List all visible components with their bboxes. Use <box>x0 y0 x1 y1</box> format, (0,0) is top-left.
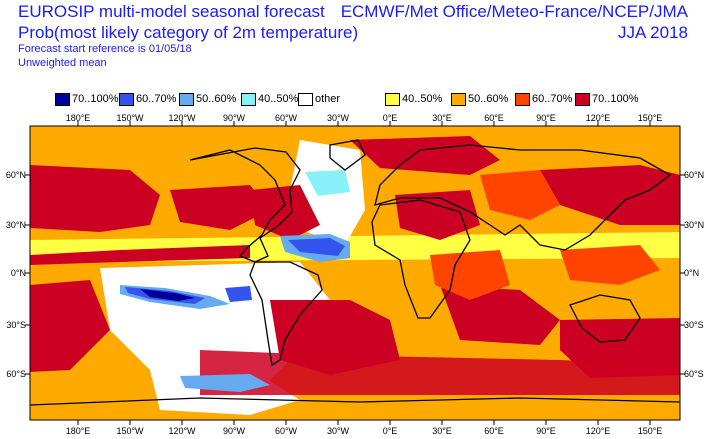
legend-label: 60..70% <box>136 93 177 105</box>
legend-label: 70..100% <box>72 93 119 105</box>
legend: 70..100% 60..70% 50..60% 40..50% other 40..50… <box>55 93 675 107</box>
legend-item: 60..70% <box>515 93 572 107</box>
south-pacific-west-warm-zone <box>30 280 110 372</box>
lat-label-left: 60°N <box>6 170 26 180</box>
legend-item: 60..70% <box>119 93 176 107</box>
legend-swatch <box>179 93 194 106</box>
central-asia-zone <box>480 170 560 220</box>
north-pacific-warm-zone <box>30 165 160 232</box>
lon-label-top: 30°E <box>432 113 452 123</box>
legend-swatch <box>385 93 400 106</box>
lon-label-top: 90°E <box>536 113 556 123</box>
tropical-atlantic-cool-core <box>288 238 345 256</box>
lon-label-bottom: 90°W <box>223 426 246 436</box>
west-atlantic-warm-zone <box>250 185 320 240</box>
lon-label-top: 150°W <box>116 113 144 123</box>
season-label: JJA 2018 <box>618 23 688 42</box>
lon-label-top: 90°W <box>223 113 246 123</box>
title-line-1: EUROSIP multi-model seasonal forecast <box>18 2 325 21</box>
southern-ocean-cool-zone <box>180 374 270 392</box>
lat-label-left: 30°N <box>6 220 26 230</box>
legend-item: 50..60% <box>179 93 236 107</box>
forecast-reference: Forecast start reference is 01/05/18 <box>18 43 192 55</box>
legend-label: 50..60% <box>468 93 509 105</box>
lon-label-bottom: 120°W <box>168 426 196 436</box>
lat-label-left: 0°N <box>11 268 26 278</box>
northwest-pacific-warm-zone <box>540 165 680 225</box>
northeast-pacific-warm-zone <box>170 185 270 230</box>
lon-label-top: 120°W <box>168 113 196 123</box>
lat-label-left: 60°S <box>6 369 26 379</box>
south-america-coast <box>249 261 323 367</box>
lon-label-top: 0°E <box>383 113 398 123</box>
greenland-coast <box>329 139 366 171</box>
lon-label-bottom: 30°W <box>327 426 350 436</box>
lon-label-bottom: 150°E <box>638 426 663 436</box>
africa-coast <box>371 199 471 319</box>
lon-label-bottom: 90°E <box>536 426 556 436</box>
legend-item: 70..100% <box>55 93 118 107</box>
lon-label-top: 60°W <box>275 113 298 123</box>
lon-label-bottom: 30°E <box>432 426 452 436</box>
australia-coast <box>569 294 641 343</box>
legend-swatch <box>241 93 256 106</box>
lon-label-top: 30°W <box>327 113 350 123</box>
legend-label: other <box>315 93 341 105</box>
coastlines <box>30 139 680 406</box>
southern-ocean-warm-belt <box>200 350 680 395</box>
legend-label: 70..100% <box>592 93 639 105</box>
lat-label-right: 0°N <box>684 268 699 278</box>
legend-label: 40..50% <box>258 93 299 105</box>
lon-label-top: 180°E <box>66 113 91 123</box>
lon-label-bottom: 60°E <box>484 426 504 436</box>
legend-item: 50..60% <box>451 93 508 107</box>
legend-swatch <box>55 93 70 106</box>
lon-label-top: 150°E <box>638 113 663 123</box>
legend-item: 70..100% <box>575 93 638 107</box>
lat-label-right: 60°S <box>684 369 704 379</box>
legend-item: other <box>298 93 340 107</box>
legend-label: 60..70% <box>532 93 573 105</box>
lon-label-bottom: 60°W <box>275 426 298 436</box>
legend-label: 50..60% <box>196 93 237 105</box>
north-atlantic-cool-zone <box>305 170 350 196</box>
axis-ticks: 180°E 180°E 150°W 150°W 120°W 120°W 90°W 90°W 60… <box>6 113 704 436</box>
central-pacific-warm-strip <box>30 245 250 265</box>
legend-swatch <box>575 93 590 106</box>
map-field <box>30 126 680 420</box>
lat-label-right: 30°S <box>684 320 704 330</box>
legend-label: 40..50% <box>402 93 443 105</box>
legend-swatch <box>515 93 530 106</box>
lon-label-bottom: 120°E <box>586 426 611 436</box>
legend-swatch <box>298 93 313 106</box>
maritime-continent-zone <box>560 245 660 285</box>
lon-label-bottom: 0°E <box>383 426 398 436</box>
lat-label-right: 60°N <box>684 170 704 180</box>
east-pacific-cool-spot <box>225 286 252 302</box>
legend-item: 40..50% <box>385 93 442 107</box>
lon-label-top: 60°E <box>484 113 504 123</box>
centres-label: ECMWF/Met Office/Meteo-France/NCEP/JMA <box>340 2 688 21</box>
lon-label-top: 120°E <box>586 113 611 123</box>
weighting-note: Unweighted mean <box>18 57 107 69</box>
lon-label-bottom: 150°W <box>116 426 144 436</box>
lon-label-bottom: 180°E <box>66 426 91 436</box>
eurasia-coast <box>374 144 672 251</box>
pacific-cool-core <box>140 289 195 301</box>
legend-swatch <box>119 93 134 106</box>
antarctica-coast <box>30 397 680 406</box>
title-line-2: Prob(most likely category of 2m temperat… <box>18 23 359 42</box>
legend-swatch <box>451 93 466 106</box>
lat-label-left: 30°S <box>6 320 26 330</box>
legend-item: 40..50% <box>241 93 298 107</box>
lat-label-right: 30°N <box>684 220 704 230</box>
north-africa-warm-zone <box>395 190 480 240</box>
